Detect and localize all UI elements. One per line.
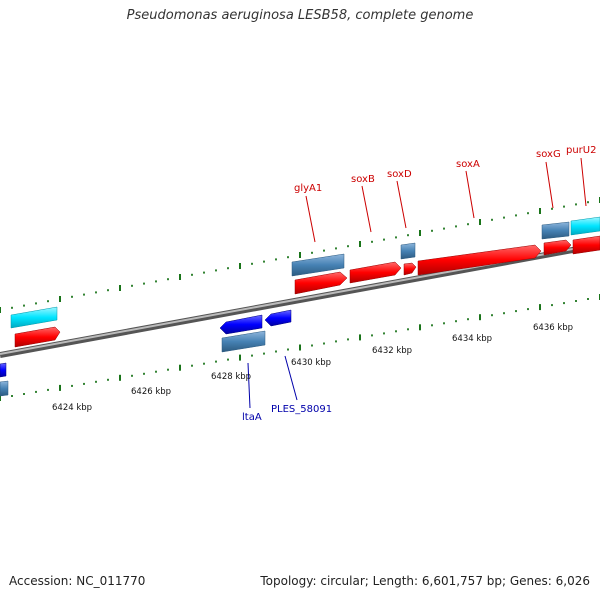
label-leaders [247, 157, 587, 409]
gene-label[interactable]: purU2 [566, 145, 596, 156]
scale-label: 6432 kbp [372, 346, 412, 356]
gene-label[interactable]: soxG [536, 149, 561, 160]
reverse-features [0, 309, 292, 397]
cds-feature[interactable] [349, 261, 402, 284]
gene-label[interactable]: soxD [387, 169, 412, 180]
cds-feature[interactable] [294, 271, 348, 295]
gene-feature[interactable] [221, 330, 266, 353]
scale-labels: 6424 kbp 6426 kbp 6428 kbp 6430 kbp 6432… [52, 323, 573, 413]
genome-summary: Topology: circular; Length: 6,601,757 bp… [260, 574, 590, 588]
gene-label[interactable]: ltaA [242, 412, 262, 423]
gene-label[interactable]: soxA [456, 159, 480, 170]
scale-label: 6428 kbp [211, 372, 251, 382]
gene-feature[interactable] [570, 216, 600, 236]
gene-feature[interactable] [291, 253, 345, 277]
cds-feature[interactable] [0, 362, 7, 378]
gene-feature[interactable] [541, 221, 570, 240]
scale-ticks-lower [0, 294, 600, 401]
cds-feature[interactable] [403, 262, 417, 276]
scale-label: 6434 kbp [452, 334, 492, 344]
cds-feature[interactable] [14, 326, 61, 348]
gene-label[interactable]: PLES_58091 [271, 404, 332, 415]
gene-feature[interactable] [10, 306, 58, 329]
cds-feature[interactable] [543, 239, 572, 256]
accession-text: Accession: NC_011770 [9, 574, 146, 588]
scale-label: 6430 kbp [291, 358, 331, 368]
scale-label: 6426 kbp [131, 387, 171, 397]
scale-label: 6436 kbp [533, 323, 573, 333]
gene-labels: glyA1 soxB soxD soxA soxG purU2 ltaA PLE… [242, 145, 596, 423]
cds-feature[interactable] [264, 309, 292, 327]
map-title: Pseudomonas aeruginosa LESB58, complete … [126, 8, 474, 23]
gene-feature[interactable] [0, 380, 9, 397]
scale-label: 6424 kbp [52, 403, 92, 413]
forward-features [10, 216, 600, 348]
scale-ticks-upper [0, 197, 600, 313]
cds-feature[interactable] [417, 244, 542, 276]
gene-feature[interactable] [400, 242, 416, 260]
gene-label[interactable]: glyA1 [294, 183, 322, 194]
gene-label[interactable]: soxB [351, 174, 375, 185]
cds-feature[interactable] [219, 314, 263, 335]
cds-feature[interactable] [572, 235, 600, 255]
